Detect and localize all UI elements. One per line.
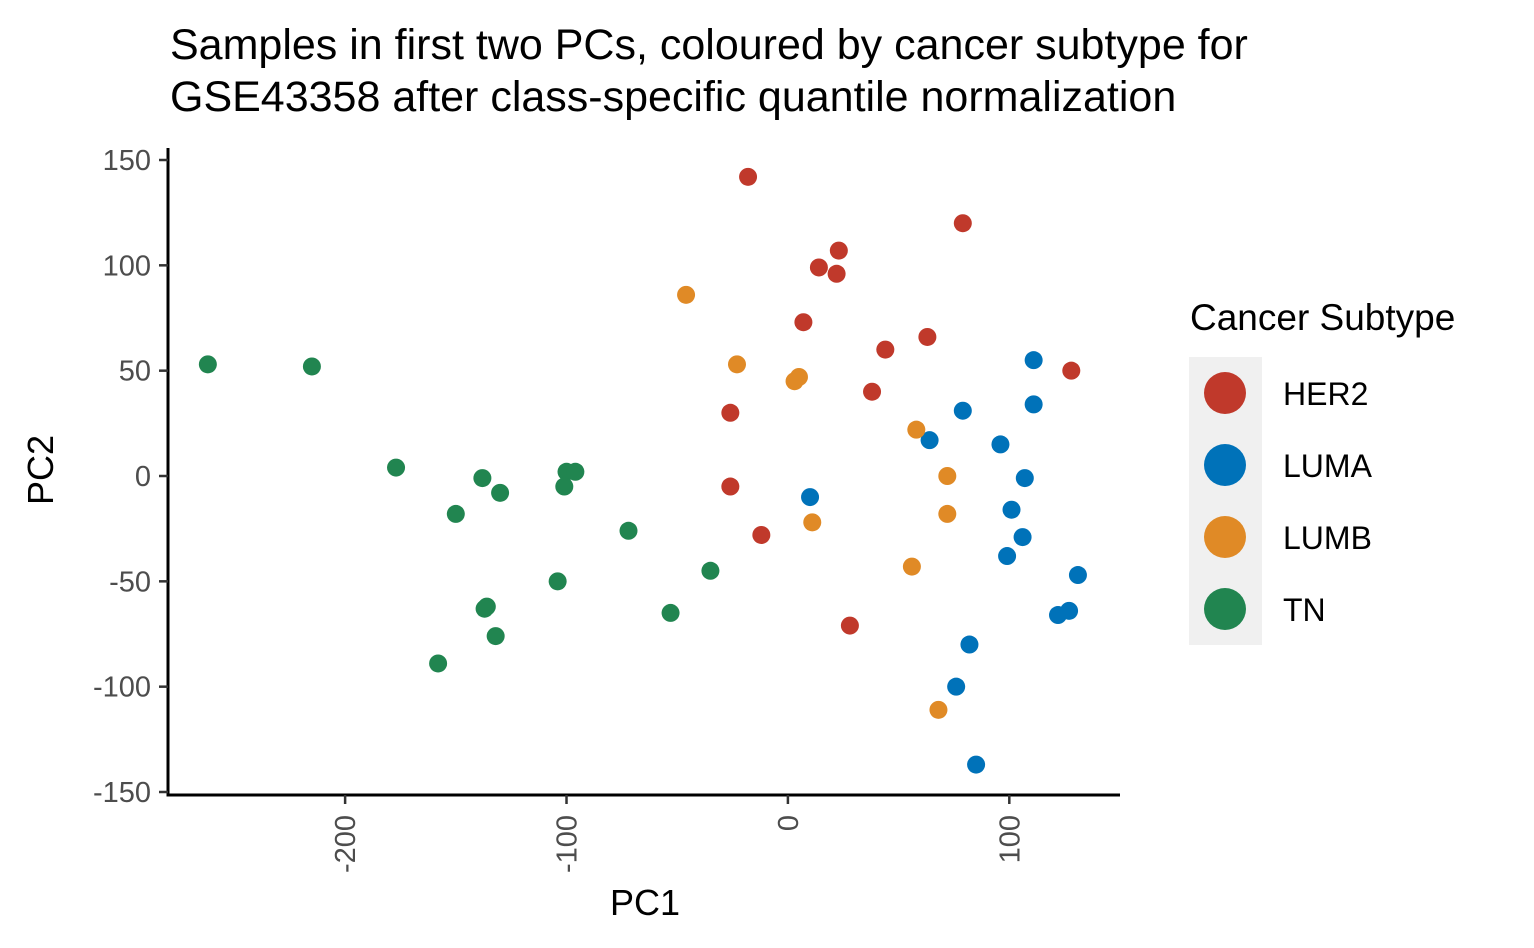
data-point <box>198 355 217 374</box>
data-point <box>619 521 638 540</box>
data-point <box>486 627 505 646</box>
data-point <box>1024 395 1043 414</box>
y-tick-label: -100 <box>93 672 151 704</box>
legend-label: TN <box>1283 592 1326 628</box>
data-point <box>876 340 895 359</box>
data-point <box>829 241 848 260</box>
y-tick-label: 150 <box>103 145 151 177</box>
legend-label: LUMB <box>1283 520 1372 556</box>
y-axis-title: PC2 <box>20 435 61 505</box>
x-tick-label: -100 <box>552 815 584 873</box>
chart-title-line-2: GSE43358 after class-specific quantile n… <box>170 73 1176 121</box>
data-point <box>555 477 574 496</box>
data-point <box>727 355 746 374</box>
data-point <box>677 285 696 304</box>
data-point <box>1062 361 1081 380</box>
x-tick-label: 100 <box>994 815 1026 863</box>
data-point <box>947 677 966 696</box>
data-point <box>721 403 740 422</box>
data-point <box>785 372 804 391</box>
y-tick-label: -50 <box>109 566 151 598</box>
x-tick-label: -200 <box>330 815 362 873</box>
data-point <box>907 420 926 439</box>
data-point <box>739 167 758 186</box>
data-point <box>302 357 321 376</box>
data-point <box>661 603 680 622</box>
x-axis-ticks: -200 -100 0 100 <box>330 795 1026 873</box>
data-point <box>548 572 567 591</box>
data-point <box>473 469 492 488</box>
data-point <box>840 616 859 635</box>
legend-entry-her2: HER2 <box>1204 372 1368 414</box>
data-point <box>918 327 937 346</box>
data-point <box>827 264 846 283</box>
legend-entry-tn: TN <box>1204 588 1326 630</box>
data-point <box>1013 528 1032 547</box>
data-point <box>929 700 948 719</box>
data-point <box>446 504 465 523</box>
data-point <box>491 483 510 502</box>
y-tick-label: 100 <box>103 250 151 282</box>
data-point <box>1068 566 1087 585</box>
data-point <box>902 557 921 576</box>
data-point <box>475 599 494 618</box>
legend-label: HER2 <box>1283 376 1368 412</box>
y-axis-ticks: 150 100 50 0 -50 -100 -150 <box>93 145 168 809</box>
data-point <box>801 488 820 507</box>
data-point <box>429 654 448 673</box>
data-point <box>967 755 986 774</box>
legend-entry-lumb: LUMB <box>1204 516 1372 558</box>
data-point <box>752 525 771 544</box>
data-point <box>960 635 979 654</box>
data-point <box>953 401 972 420</box>
data-point <box>953 214 972 233</box>
series-tn <box>198 355 720 673</box>
data-point <box>721 477 740 496</box>
data-point <box>938 467 957 485</box>
data-points <box>198 167 1087 774</box>
data-point <box>809 258 828 277</box>
data-point <box>1024 351 1043 370</box>
y-tick-label: 0 <box>135 461 151 493</box>
data-point <box>1002 500 1021 519</box>
data-point <box>387 458 406 477</box>
chart-title-line-1: Samples in first two PCs, coloured by ca… <box>170 21 1248 69</box>
data-point <box>1015 469 1034 488</box>
series-luma <box>801 351 1087 774</box>
y-tick-label: 50 <box>119 356 151 388</box>
data-point <box>991 435 1010 454</box>
data-point <box>701 561 720 580</box>
legend: HER2 LUMA LUMB TN <box>1204 372 1373 630</box>
y-tick-label: -150 <box>93 777 151 809</box>
series-her2 <box>721 167 1081 635</box>
legend-swatch <box>1204 444 1246 486</box>
data-point <box>803 513 822 532</box>
x-axis-title: PC1 <box>610 882 680 923</box>
legend-swatch <box>1204 372 1246 414</box>
data-point <box>794 313 813 332</box>
data-point <box>1049 606 1068 625</box>
legend-label: LUMA <box>1283 448 1373 484</box>
x-tick-label: 0 <box>773 815 805 831</box>
legend-title: Cancer Subtype <box>1190 297 1455 338</box>
data-point <box>566 462 585 481</box>
data-point <box>920 431 939 450</box>
legend-entry-luma: LUMA <box>1204 444 1373 486</box>
series-lumb <box>677 285 957 719</box>
data-point <box>998 547 1017 566</box>
data-point <box>863 382 882 401</box>
legend-swatch <box>1204 588 1246 630</box>
data-point <box>938 504 957 523</box>
legend-swatch <box>1204 516 1246 558</box>
